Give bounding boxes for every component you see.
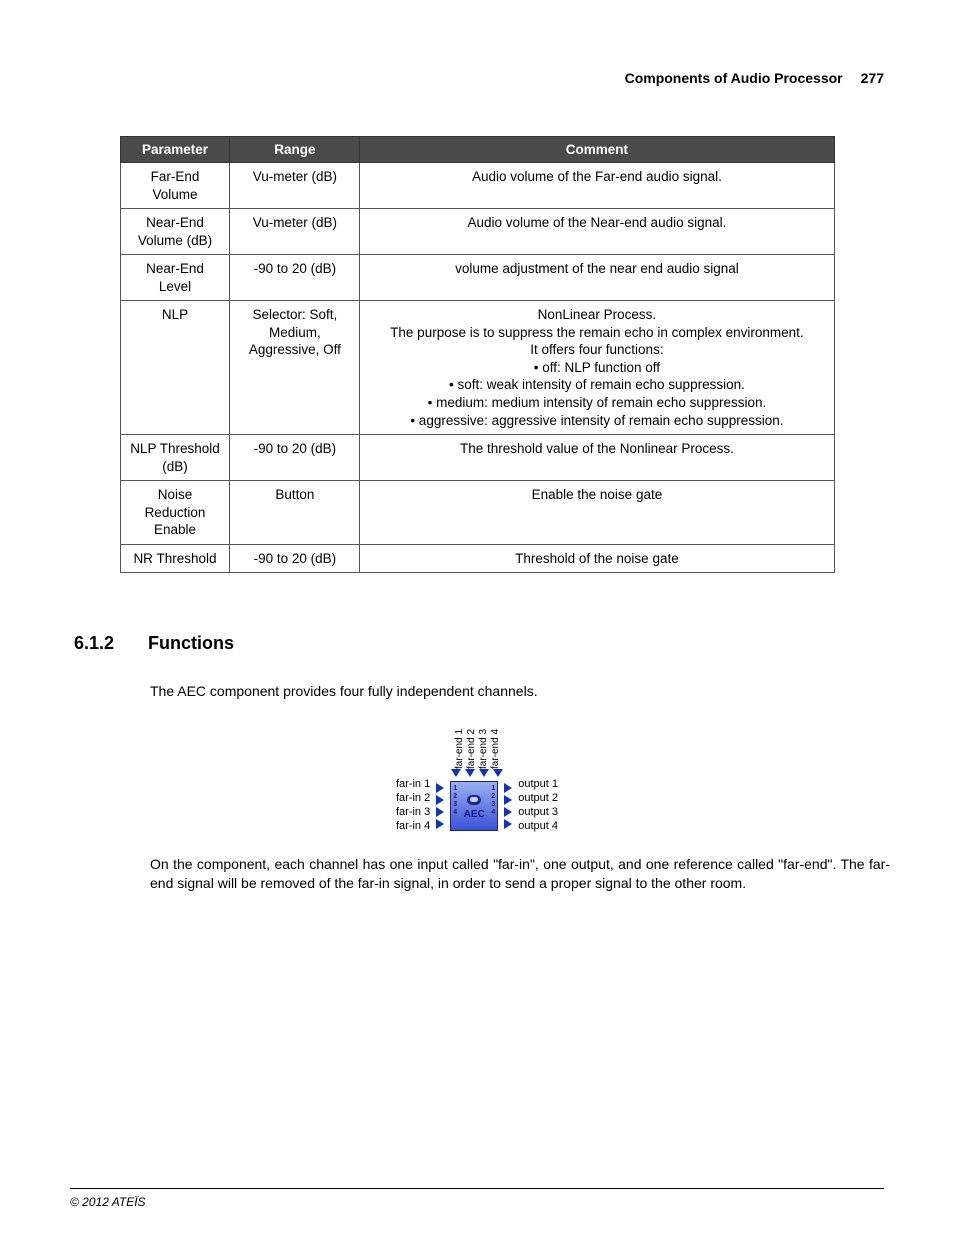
- cell-parameter: Near-End Level: [120, 255, 230, 301]
- right-arrow-icon: [504, 783, 512, 793]
- farend-label: far-end 3: [479, 721, 489, 769]
- right-arrow-icon: [504, 807, 512, 817]
- table-row: Noise Reduction EnableButtonEnable the n…: [120, 481, 834, 545]
- section-heading: 6.1.2 Functions: [74, 633, 884, 654]
- right-arrow-icon: [436, 795, 444, 805]
- down-arrow-icon: [451, 769, 461, 777]
- farend-label: far-end 4: [491, 721, 501, 769]
- left-input-labels: far-in 1far-in 2far-in 3far-in 4: [396, 778, 430, 833]
- far-in-label: far-in 2: [396, 792, 430, 806]
- farend-label: far-end 1: [455, 721, 465, 769]
- right-arrow-icon: [436, 807, 444, 817]
- footer-copyright: © 2012 ATEÏS: [70, 1195, 146, 1209]
- cell-parameter: NLP Threshold (dB): [120, 435, 230, 481]
- cell-range: -90 to 20 (dB): [230, 544, 360, 573]
- output-label: output 4: [518, 820, 558, 834]
- table-header-parameter: Parameter: [120, 137, 230, 163]
- cell-comment: The threshold value of the Nonlinear Pro…: [360, 435, 834, 481]
- right-arrow-icon: [504, 819, 512, 829]
- cell-range: Vu-meter (dB): [230, 209, 360, 255]
- down-arrow-icon: [465, 769, 475, 777]
- aec-diagram: far-end 1far-end 2far-end 3far-end 4 far…: [70, 721, 884, 833]
- table-row: NR Threshold-90 to 20 (dB)Threshold of t…: [120, 544, 834, 573]
- table-row: Near-End Volume (dB)Vu-meter (dB)Audio v…: [120, 209, 834, 255]
- output-label: output 2: [518, 792, 558, 806]
- section-para-1: The AEC component provides four fully in…: [150, 682, 890, 701]
- farend-top-labels: far-end 1far-end 2far-end 3far-end 4: [455, 721, 501, 769]
- cell-range: -90 to 20 (dB): [230, 435, 360, 481]
- top-arrows: [451, 769, 503, 777]
- down-arrow-icon: [493, 769, 503, 777]
- page: Components of Audio Processor 277 Parame…: [0, 0, 954, 1235]
- aec-component-box: 1234 1234 AEC: [450, 781, 498, 831]
- cell-comment: Enable the noise gate: [360, 481, 834, 545]
- cell-parameter: NR Threshold: [120, 544, 230, 573]
- right-arrow-icon: [504, 795, 512, 805]
- far-in-label: far-in 3: [396, 806, 430, 820]
- aec-box-label: AEC: [464, 809, 485, 820]
- cell-comment: Audio volume of the Near-end audio signa…: [360, 209, 834, 255]
- page-number: 277: [861, 70, 884, 86]
- output-label: output 3: [518, 806, 558, 820]
- footer-divider: [70, 1188, 884, 1189]
- table-row: NLP Threshold (dB)-90 to 20 (dB)The thre…: [120, 435, 834, 481]
- table-header-row: Parameter Range Comment: [120, 137, 834, 163]
- table-header-comment: Comment: [360, 137, 834, 163]
- left-arrows: [436, 783, 444, 829]
- cell-range: Button: [230, 481, 360, 545]
- cell-parameter: Near-End Volume (dB): [120, 209, 230, 255]
- cell-parameter: Noise Reduction Enable: [120, 481, 230, 545]
- cell-comment: NonLinear Process.The purpose is to supp…: [360, 301, 834, 435]
- header-title: Components of Audio Processor: [625, 70, 843, 86]
- far-in-label: far-in 4: [396, 820, 430, 834]
- right-arrows: [504, 783, 512, 829]
- table-row: Far-End VolumeVu-meter (dB)Audio volume …: [120, 163, 834, 209]
- cell-range: -90 to 20 (dB): [230, 255, 360, 301]
- cell-comment: Threshold of the noise gate: [360, 544, 834, 573]
- down-arrow-icon: [479, 769, 489, 777]
- page-header: Components of Audio Processor 277: [70, 70, 884, 86]
- right-arrow-icon: [436, 783, 444, 793]
- cell-comment: volume adjustment of the near end audio …: [360, 255, 834, 301]
- table-row: Near-End Level-90 to 20 (dB)volume adjus…: [120, 255, 834, 301]
- cell-comment: Audio volume of the Far-end audio signal…: [360, 163, 834, 209]
- cell-range: Vu-meter (dB): [230, 163, 360, 209]
- farend-label: far-end 2: [467, 721, 477, 769]
- output-label: output 1: [518, 778, 558, 792]
- cell-range: Selector: Soft, Medium, Aggressive, Off: [230, 301, 360, 435]
- right-arrow-icon: [436, 819, 444, 829]
- cell-parameter: NLP: [120, 301, 230, 435]
- cell-parameter: Far-End Volume: [120, 163, 230, 209]
- table-row: NLPSelector: Soft, Medium, Aggressive, O…: [120, 301, 834, 435]
- aec-icon: [467, 795, 481, 805]
- parameter-table: Parameter Range Comment Far-End VolumeVu…: [120, 136, 835, 573]
- section-number: 6.1.2: [74, 633, 114, 654]
- far-in-label: far-in 1: [396, 778, 430, 792]
- section-title: Functions: [148, 633, 234, 654]
- section-para-2: On the component, each channel has one i…: [150, 855, 890, 893]
- table-header-range: Range: [230, 137, 360, 163]
- right-output-labels: output 1output 2output 3output 4: [518, 778, 558, 833]
